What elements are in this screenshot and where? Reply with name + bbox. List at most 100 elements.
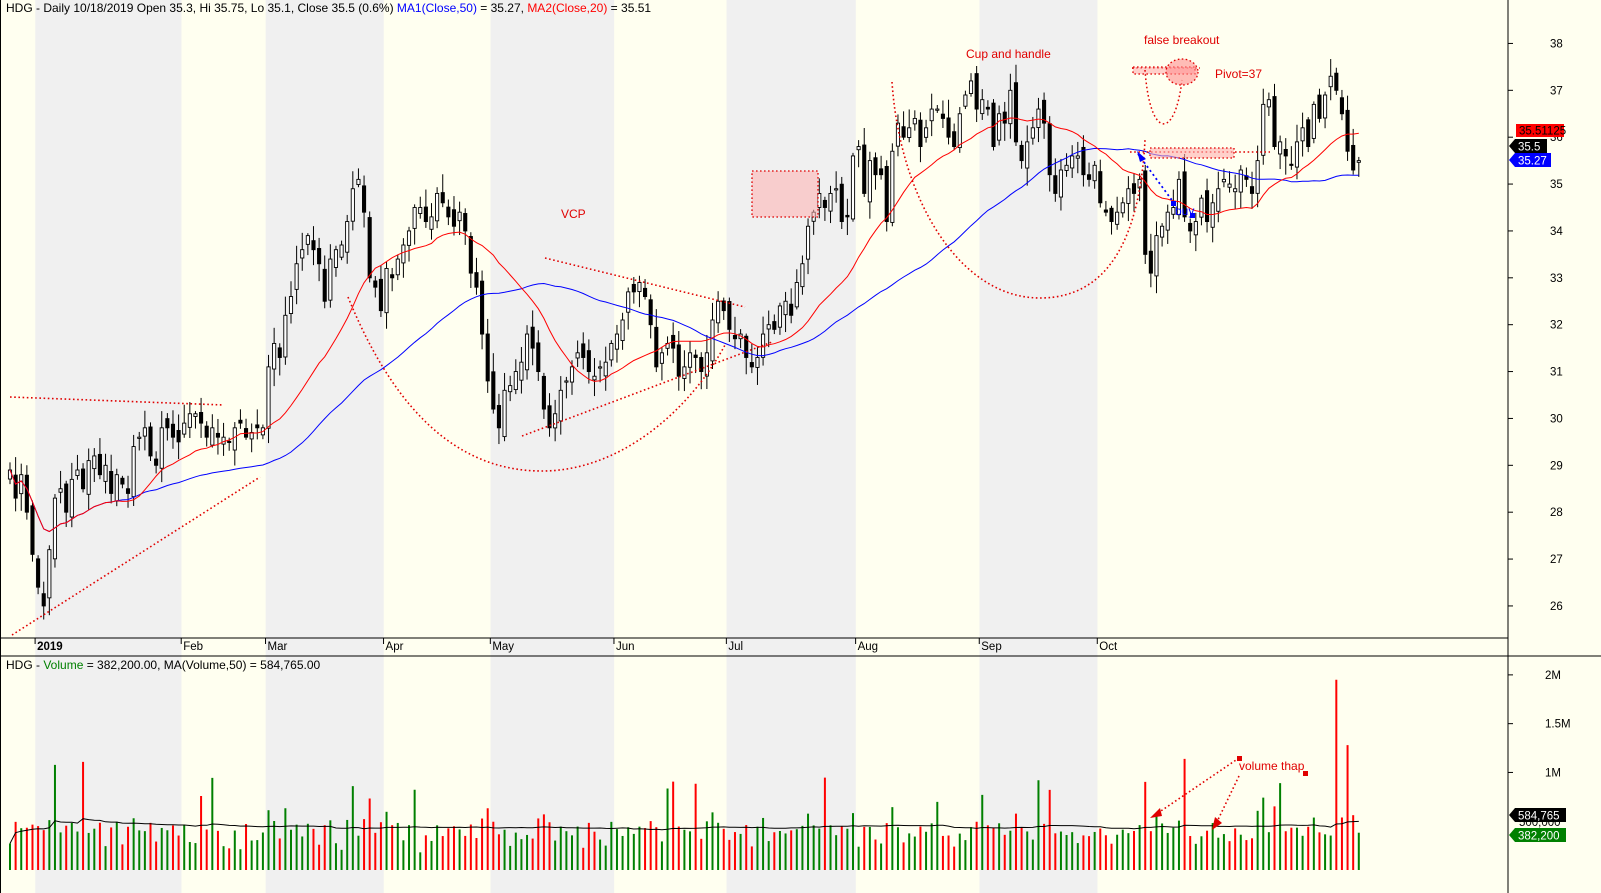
candle-up xyxy=(569,366,575,383)
cup-curve-apr xyxy=(347,296,726,472)
candle-up xyxy=(850,155,856,220)
candle-up xyxy=(1266,99,1271,108)
price-tick-label: 30 xyxy=(1550,413,1563,425)
candle-down xyxy=(862,144,867,194)
header-desc: - Daily 10/18/2019 Open 35.3, Hi 35.75, … xyxy=(33,1,397,15)
candle-up xyxy=(1176,178,1182,216)
price-tick-label: 32 xyxy=(1550,320,1563,332)
candle-up xyxy=(1126,188,1131,204)
pivot-label: Pivot=37 xyxy=(1215,67,1262,81)
candle-up xyxy=(929,108,934,122)
candle-up xyxy=(457,211,462,222)
candle-up xyxy=(805,225,811,260)
candle-up xyxy=(249,432,254,440)
candle-up xyxy=(86,460,91,495)
buy-handle-1 xyxy=(1171,201,1176,206)
price-candles xyxy=(7,59,1361,620)
month-band xyxy=(490,0,615,893)
volume-bars xyxy=(9,679,1360,870)
candle-down xyxy=(789,303,794,316)
candle-up xyxy=(339,244,344,258)
volume-arrow-line-2 xyxy=(1214,775,1240,827)
candle-up xyxy=(963,94,968,107)
candle-down xyxy=(468,236,473,274)
candle-up xyxy=(1300,127,1305,142)
volume-ma-line xyxy=(9,818,1359,844)
handle-box-bottom xyxy=(1149,147,1235,159)
candle-down xyxy=(1109,207,1114,223)
candle-up xyxy=(328,258,333,301)
candle-up xyxy=(232,427,237,451)
candle-up xyxy=(1064,164,1069,171)
candle-down xyxy=(24,474,29,513)
candle-down xyxy=(13,474,18,499)
candle-up xyxy=(210,427,215,446)
candle-up xyxy=(1120,202,1125,214)
candle-down xyxy=(901,126,906,138)
candle-up xyxy=(980,99,985,115)
ma20-badge-bg xyxy=(1516,124,1564,137)
candle-up xyxy=(997,113,1002,141)
volume-arrow-head-1 xyxy=(1150,808,1162,818)
candle-up xyxy=(895,122,901,147)
candle-down xyxy=(311,240,316,251)
candle-up xyxy=(356,178,361,185)
candle-up xyxy=(1008,89,1013,125)
volume-tick-label: 1M xyxy=(1545,767,1561,779)
price-tick-label: 37 xyxy=(1550,85,1563,97)
month-label: Mar xyxy=(268,641,288,653)
vcp-label: VCP xyxy=(561,207,586,221)
candle-down xyxy=(1306,119,1311,148)
candle-down xyxy=(317,248,322,265)
candle-up xyxy=(272,342,277,370)
candle-up xyxy=(755,357,760,368)
candle-down xyxy=(322,268,327,302)
candle-up xyxy=(1210,202,1215,228)
cup-curve-aug xyxy=(891,81,1146,299)
vol-ma-badge: 584,765 xyxy=(1518,811,1560,823)
candle-down xyxy=(451,209,457,227)
candle-down xyxy=(974,73,979,110)
candle-down xyxy=(946,117,951,138)
price-header: HDG - Daily 10/18/2019 Open 35.3, Hi 35.… xyxy=(6,1,651,15)
candle-up xyxy=(1311,103,1316,139)
candle-down xyxy=(125,488,131,494)
candle-down xyxy=(423,206,428,223)
vol-badge: 382,200 xyxy=(1518,831,1560,843)
candle-up xyxy=(1036,108,1041,128)
candle-down xyxy=(1249,186,1255,194)
volume-arrow-line-1 xyxy=(1151,757,1240,818)
candle-down xyxy=(952,131,957,148)
header-symbol: HDG xyxy=(6,1,33,15)
candle-up xyxy=(682,366,687,379)
candle-down xyxy=(1131,183,1137,194)
candle-up xyxy=(502,389,507,438)
candle-up xyxy=(766,324,771,330)
candle-down xyxy=(120,477,125,485)
candle-down xyxy=(36,558,41,588)
candle-down xyxy=(530,326,535,349)
vheader-volume: Volume xyxy=(43,658,83,672)
candle-down xyxy=(648,299,653,326)
candle-up xyxy=(800,263,805,288)
candle-up xyxy=(159,427,164,469)
candle-down xyxy=(378,278,383,312)
candle-down xyxy=(480,280,485,335)
candle-up xyxy=(637,282,642,293)
candle-up xyxy=(384,267,389,314)
candle-up xyxy=(333,249,339,268)
price-tick-label: 35 xyxy=(1550,179,1563,191)
candle-down xyxy=(148,426,153,457)
candle-up xyxy=(1356,160,1361,163)
candle-up xyxy=(395,258,400,276)
vheader-values: = 382,200.00, MA(Volume,50) = 584,765.00 xyxy=(83,658,320,672)
candle-up xyxy=(777,305,782,328)
candle-up xyxy=(19,474,24,495)
vcp-highlight-box xyxy=(751,170,819,218)
candle-down xyxy=(1334,72,1339,91)
candle-up xyxy=(592,375,597,381)
candle-up xyxy=(412,207,417,229)
false-breakout-label: false breakout xyxy=(1144,33,1220,47)
candle-up xyxy=(1199,197,1204,218)
candle-up xyxy=(935,108,940,111)
